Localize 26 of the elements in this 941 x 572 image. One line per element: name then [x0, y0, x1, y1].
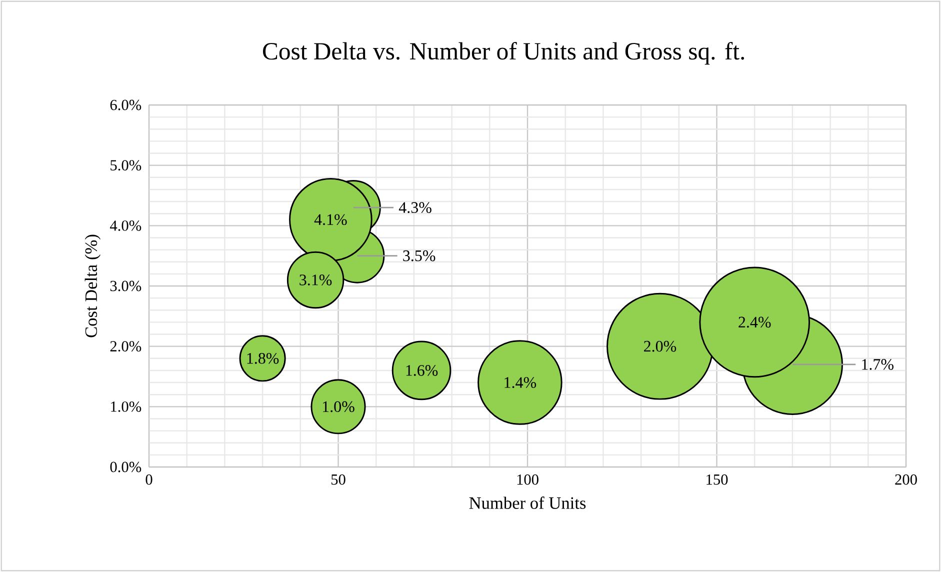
data-label: 1.8%: [247, 352, 279, 364]
y-tick-label: 6.0%: [110, 100, 142, 110]
data-label: 4.3%: [398, 202, 432, 213]
data-label: 1.7%: [862, 358, 894, 370]
y-axis-title: Cost Delta (%): [84, 234, 101, 338]
chart-title: Cost Delta vs. Number of Units and Gross sq. ft.: [262, 42, 744, 65]
data-label: 4.1%: [314, 214, 347, 226]
y-tick-label: 1.0%: [111, 401, 142, 412]
data-label: 2.4%: [738, 316, 771, 328]
x-tick-label: 100: [517, 474, 538, 485]
x-tick-label: 150: [706, 474, 728, 485]
data-label: 3.1%: [300, 274, 332, 286]
data-label: 2.0%: [644, 340, 676, 352]
data-label: 1.6%: [406, 365, 438, 376]
data-label: 3.5%: [403, 250, 436, 262]
x-axis-title: Number of Units: [469, 496, 586, 509]
x-tick-label: 0: [146, 474, 152, 485]
y-tick-label: 5.0%: [110, 160, 142, 171]
y-tick-label: 3.0%: [110, 280, 142, 292]
y-tick-label: 2.0%: [110, 341, 142, 352]
y-tick-label: 4.0%: [110, 220, 142, 231]
x-tick-label: 50: [331, 474, 346, 485]
y-tick-label: 0.0%: [110, 462, 142, 472]
x-tick-label: 200: [895, 474, 917, 485]
data-label: 1.4%: [504, 377, 536, 388]
data-label: 1.0%: [322, 401, 354, 412]
